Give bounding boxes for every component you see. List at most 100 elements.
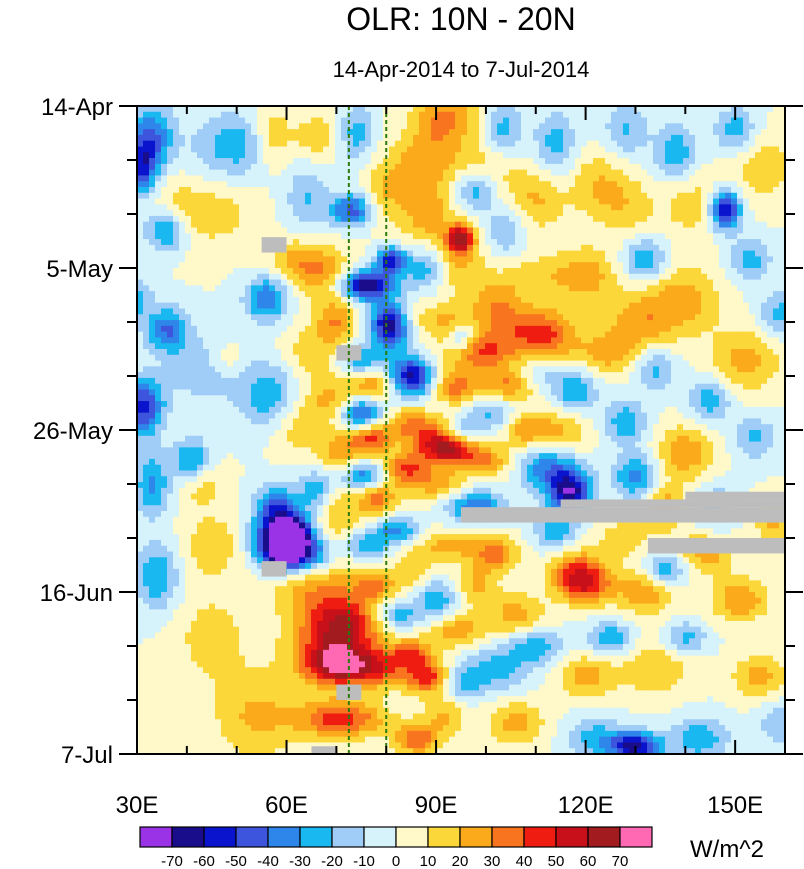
heatmap-cell	[143, 106, 150, 113]
heatmap-cell	[575, 320, 582, 327]
heatmap-cell	[659, 187, 666, 194]
heatmap-cell	[677, 129, 684, 136]
heatmap-cell	[641, 187, 648, 194]
heatmap-cell	[503, 285, 510, 292]
heatmap-cell	[359, 140, 366, 148]
heatmap-cell	[251, 349, 258, 356]
heatmap-cell	[311, 192, 318, 200]
heatmap-cell	[731, 187, 738, 194]
heatmap-cell	[443, 291, 450, 298]
heatmap-cell	[275, 262, 282, 269]
heatmap-cell	[521, 360, 528, 367]
heatmap-cell	[437, 169, 444, 177]
heatmap-cell	[515, 117, 522, 124]
heatmap-cell	[707, 296, 714, 304]
heatmap-cell	[329, 146, 336, 153]
heatmap-cell	[437, 227, 444, 234]
heatmap-cell	[581, 210, 588, 217]
heatmap-cell	[719, 331, 726, 339]
heatmap-cell	[677, 181, 684, 188]
heatmap-cell	[737, 204, 744, 211]
heatmap-cell	[647, 244, 654, 252]
heatmap-cell	[647, 302, 654, 310]
heatmap-cell	[665, 192, 672, 200]
heatmap-cell	[467, 187, 474, 194]
heatmap-cell	[383, 331, 390, 339]
heatmap-cell	[353, 146, 360, 153]
heatmap-cell	[521, 366, 528, 373]
heatmap-cell	[287, 331, 294, 339]
heatmap-cell	[281, 106, 288, 113]
heatmap-cell	[419, 331, 426, 339]
heatmap-cell	[701, 320, 708, 327]
heatmap-cell	[137, 129, 144, 136]
heatmap-cell	[695, 331, 702, 339]
heatmap-cell	[593, 187, 600, 194]
heatmap-cell	[245, 268, 252, 275]
heatmap-cell	[677, 366, 684, 373]
heatmap-cell	[179, 268, 186, 275]
heatmap-cell	[149, 134, 156, 142]
heatmap-cell	[713, 163, 720, 171]
heatmap-cell	[365, 360, 372, 367]
heatmap-cell	[605, 198, 612, 205]
heatmap-cell	[617, 111, 624, 119]
heatmap-cell	[581, 279, 588, 286]
heatmap-cell	[641, 134, 648, 142]
heatmap-cell	[155, 325, 162, 333]
heatmap-cell	[629, 262, 636, 269]
heatmap-cell	[341, 331, 348, 339]
heatmap-cell	[461, 134, 468, 142]
heatmap-cell	[323, 123, 330, 130]
heatmap-cell	[455, 152, 462, 159]
heatmap-cell	[461, 262, 468, 269]
heatmap-cell	[569, 106, 576, 113]
heatmap-cell	[413, 221, 420, 229]
heatmap-cell	[467, 134, 474, 142]
heatmap-cell	[317, 181, 324, 188]
heatmap-cell	[713, 129, 720, 136]
heatmap-cell	[269, 181, 276, 188]
heatmap-cell	[725, 233, 732, 240]
heatmap-cell	[221, 192, 228, 200]
heatmap-cell	[143, 163, 150, 171]
heatmap-cell	[269, 360, 276, 367]
heatmap-cell	[287, 146, 294, 153]
heatmap-cell	[629, 360, 636, 367]
heatmap-cell	[149, 152, 156, 159]
heatmap-cell	[161, 129, 168, 136]
heatmap-cell	[275, 117, 282, 124]
heatmap-cell	[281, 210, 288, 217]
heatmap-cell	[161, 360, 168, 367]
heatmap-cell	[275, 169, 282, 177]
heatmap-cell	[485, 227, 492, 234]
heatmap-cell	[665, 343, 672, 350]
heatmap-cell	[437, 308, 444, 315]
heatmap-cell	[365, 106, 372, 113]
heatmap-cell	[587, 325, 594, 333]
heatmap-cell	[599, 158, 606, 165]
heatmap-cell	[317, 279, 324, 286]
heatmap-cell	[431, 204, 438, 211]
heatmap-cell	[245, 221, 252, 229]
heatmap-cell	[167, 181, 174, 188]
heatmap-cell	[761, 337, 768, 344]
heatmap-cell	[401, 296, 408, 304]
heatmap-cell	[779, 158, 786, 165]
heatmap-cell	[503, 244, 510, 252]
heatmap-cell	[185, 129, 192, 136]
heatmap-cell	[359, 250, 366, 258]
heatmap-cell	[413, 129, 420, 136]
heatmap-cell	[347, 239, 354, 246]
heatmap-cell	[605, 181, 612, 188]
heatmap-cell	[179, 343, 186, 350]
heatmap-cell	[473, 111, 480, 119]
heatmap-cell	[245, 146, 252, 153]
heatmap-cell	[647, 175, 654, 182]
heatmap-cell	[449, 349, 456, 356]
heatmap-cell	[191, 221, 198, 229]
heatmap-cell	[779, 134, 786, 142]
heatmap-cell	[149, 256, 156, 263]
heatmap-cell	[683, 250, 690, 258]
heatmap-cell	[365, 354, 372, 362]
